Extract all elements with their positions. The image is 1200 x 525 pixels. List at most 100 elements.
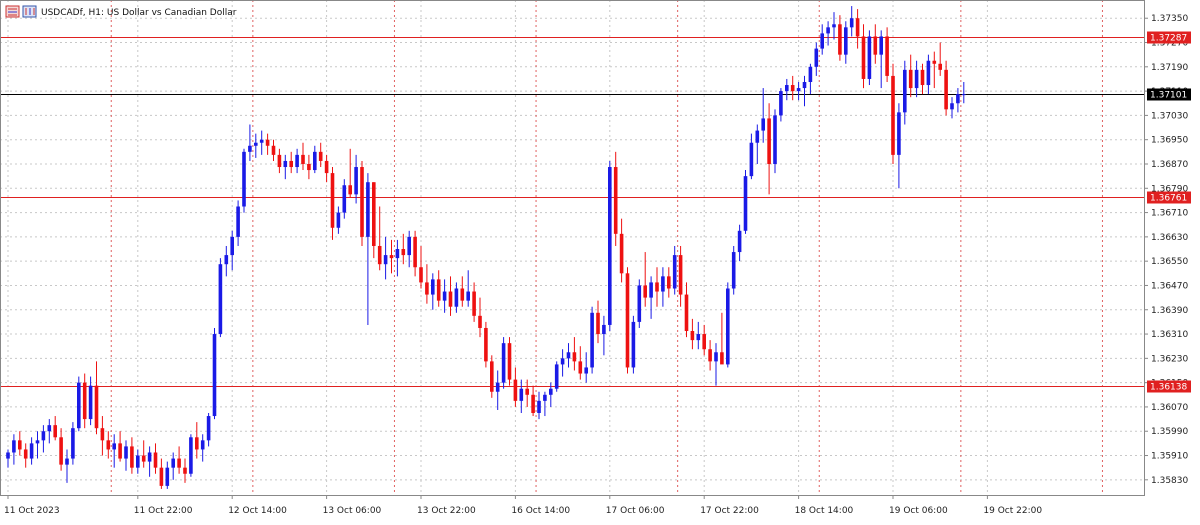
bear-candle-body xyxy=(626,273,630,367)
bear-candle-body xyxy=(378,246,382,264)
bear-candle-body xyxy=(685,295,689,331)
bear-candle-body xyxy=(885,36,889,75)
price-level-tag-label: 1.36761 xyxy=(1150,194,1187,204)
bear-candle-body xyxy=(909,70,913,88)
x-tick-label: 13 Oct 06:00 xyxy=(323,506,382,516)
bear-candle-body xyxy=(514,380,518,401)
bull-candle-body xyxy=(42,431,46,440)
bull-candle-body xyxy=(384,255,388,264)
bull-candle-body xyxy=(124,446,128,458)
bull-candle-body xyxy=(366,182,370,237)
y-tick-label: 1.37350 xyxy=(1151,14,1188,24)
x-tick-label: 16 Oct 14:00 xyxy=(511,506,570,516)
bear-candle-body xyxy=(183,468,187,474)
bull-candle-body xyxy=(797,88,801,91)
bull-candle-body xyxy=(48,425,52,431)
bear-candle-body xyxy=(573,352,577,361)
bull-candle-body xyxy=(213,334,217,416)
x-tick-label: 17 Oct 22:00 xyxy=(700,506,759,516)
bull-candle-body xyxy=(584,367,588,373)
bear-candle-body xyxy=(679,255,683,294)
bull-candle-body xyxy=(773,115,777,164)
bull-candle-body xyxy=(431,279,435,294)
bull-candle-body xyxy=(697,334,701,340)
bear-candle-body xyxy=(107,440,111,449)
bear-candle-body xyxy=(478,316,482,328)
bear-candle-body xyxy=(278,155,282,167)
bull-candle-body xyxy=(803,82,807,88)
bull-candle-body xyxy=(826,27,830,33)
bull-candle-body xyxy=(466,292,470,301)
bull-candle-body xyxy=(242,152,246,207)
bear-candle-body xyxy=(348,185,352,194)
bull-candle-body xyxy=(850,18,854,27)
bull-candle-body xyxy=(313,152,317,170)
bear-candle-body xyxy=(702,334,706,349)
bear-candle-body xyxy=(402,249,406,255)
bear-candle-body xyxy=(720,352,724,364)
bear-candle-body xyxy=(325,161,329,173)
bear-candle-body xyxy=(579,361,583,373)
x-tick-label: 18 Oct 14:00 xyxy=(795,506,854,516)
bear-candle-body xyxy=(272,146,276,155)
bull-candle-body xyxy=(225,255,229,264)
bull-candle-body xyxy=(201,440,205,449)
bull-candle-body xyxy=(661,276,665,291)
bear-candle-body xyxy=(372,182,376,246)
bear-candle-body xyxy=(360,167,364,237)
bear-candle-body xyxy=(142,456,146,462)
bull-candle-body xyxy=(496,383,500,392)
y-tick-label: 1.36550 xyxy=(1151,257,1188,267)
bear-candle-body xyxy=(413,237,417,267)
bear-candle-body xyxy=(289,161,293,167)
bear-candle-body xyxy=(938,64,942,70)
bull-candle-body xyxy=(337,213,341,228)
bear-candle-body xyxy=(461,288,465,300)
bear-candle-body xyxy=(331,173,335,228)
bull-candle-body xyxy=(785,85,789,91)
bear-candle-body xyxy=(18,440,22,449)
bull-candle-body xyxy=(761,118,765,130)
y-tick-label: 1.36230 xyxy=(1151,354,1188,364)
bull-candle-body xyxy=(815,49,819,67)
bull-candle-body xyxy=(756,131,760,143)
bull-candle-body xyxy=(343,185,347,212)
bull-candle-body xyxy=(71,428,75,458)
y-tick-label: 1.36470 xyxy=(1151,281,1188,291)
y-tick-label: 1.36630 xyxy=(1151,233,1188,243)
bull-candle-body xyxy=(12,440,16,452)
bear-candle-body xyxy=(531,395,535,413)
x-tick-label: 19 Oct 22:00 xyxy=(983,506,1042,516)
bull-candle-body xyxy=(171,459,175,468)
bull-candle-body xyxy=(77,383,81,429)
bull-candle-body xyxy=(112,443,116,449)
bull-candle-body xyxy=(65,459,69,465)
bear-candle-body xyxy=(301,155,305,164)
chart-type-icon[interactable] xyxy=(23,6,36,17)
y-tick-label: 1.35830 xyxy=(1151,476,1188,486)
chart-header: USDCADf, H1: US Dollar vs Canadian Dolla… xyxy=(6,6,237,18)
bear-candle-body xyxy=(437,279,441,300)
bull-candle-body xyxy=(89,386,93,419)
bull-candle-body xyxy=(950,103,954,109)
x-tick-label: 11 Oct 22:00 xyxy=(134,506,193,516)
bull-candle-body xyxy=(236,207,240,237)
bull-candle-body xyxy=(407,237,411,255)
bull-candle-body xyxy=(927,61,931,85)
chart-menu-icon[interactable] xyxy=(6,6,19,17)
bull-candle-body xyxy=(354,167,358,194)
bear-candle-body xyxy=(154,452,158,467)
timeframe-label: H1: xyxy=(89,8,105,18)
bear-candle-body xyxy=(620,234,624,273)
bull-candle-body xyxy=(543,395,547,401)
bull-candle-body xyxy=(443,292,447,301)
bear-candle-body xyxy=(83,383,87,419)
y-tick-label: 1.36070 xyxy=(1151,403,1188,413)
bull-candle-body xyxy=(207,416,211,440)
bull-candle-body xyxy=(549,389,553,395)
bear-candle-body xyxy=(484,328,488,361)
bull-candle-body xyxy=(561,358,565,364)
